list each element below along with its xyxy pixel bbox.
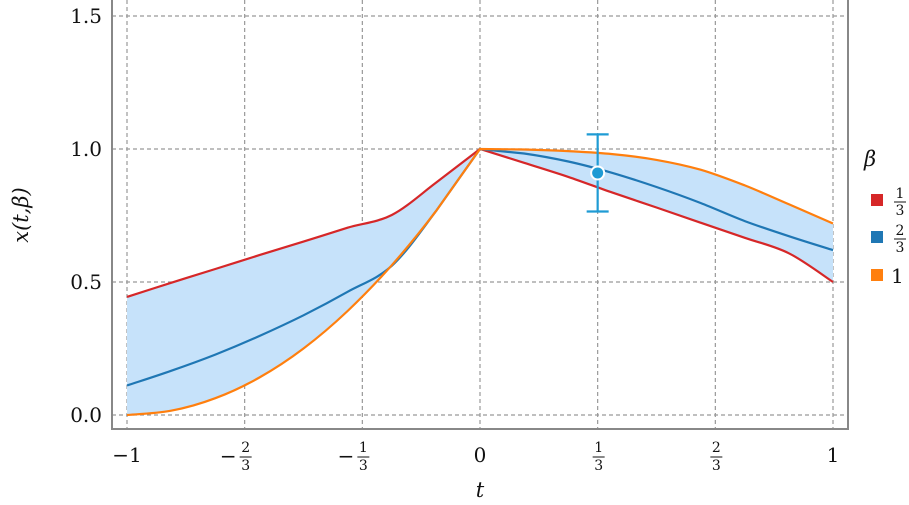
x-tick-denominator: 3: [712, 458, 721, 474]
x-tick-label: −1 3: [338, 440, 370, 474]
legend-label-denominator: 3: [896, 203, 905, 219]
x-tick-denominator: 3: [359, 458, 368, 474]
x-tick-label: −1: [112, 443, 141, 467]
x-tick-label: 23: [710, 440, 723, 474]
y-tick-label: 0.5: [70, 270, 102, 294]
x-tick-denominator: 3: [594, 458, 603, 474]
x-tick-label: 0: [474, 443, 487, 467]
legend-label-denominator: 3: [896, 240, 905, 256]
x-tick-label: 13: [592, 440, 605, 474]
x-tick-numerator: 2: [712, 440, 721, 456]
error-bar: [586, 133, 609, 213]
legend-title: β: [863, 147, 876, 171]
legend-label-numerator: 2: [896, 223, 905, 239]
x-tick-sign: −: [220, 444, 237, 468]
legend-swatch-1: [871, 269, 883, 281]
x-tick-label: 1: [827, 443, 840, 467]
x-tick-numerator: 1: [359, 440, 368, 456]
legend-swatch-2-3: [871, 231, 883, 243]
errorbar-point: [590, 165, 606, 181]
plot-frame: [111, 0, 849, 430]
x-tick-sign: −: [338, 444, 355, 468]
y-tick-label: 1.0: [70, 137, 102, 161]
series-lines: [126, 147, 834, 417]
legend-swatch-1-3: [871, 194, 883, 206]
y-tick-label: 1.5: [70, 4, 102, 28]
x-tick-numerator: 2: [241, 440, 250, 456]
y-tick-labels: 0.0 0.5 1.0 1.5: [70, 4, 102, 427]
y-axis-label: x(t,β): [9, 187, 33, 242]
legend-label-numerator: 1: [896, 186, 905, 202]
series-line-1: [126, 147, 834, 417]
legend-label: 1: [891, 264, 904, 288]
x-axis-label: t: [476, 478, 485, 502]
x-tick-denominator: 3: [241, 458, 250, 474]
y-tick-label: 0.0: [70, 403, 102, 427]
x-tick-numerator: 1: [594, 440, 603, 456]
x-tick-label: −2 3: [220, 440, 252, 474]
